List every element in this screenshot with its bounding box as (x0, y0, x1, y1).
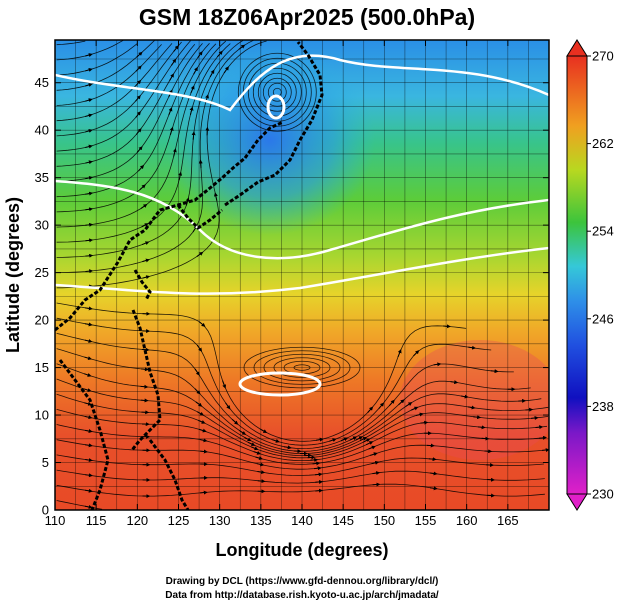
x-tick-label: 130 (209, 513, 231, 528)
colorbar-bottom-arrow (566, 493, 588, 511)
y-tick-label: 35 (35, 170, 49, 185)
y-tick-label: 45 (35, 75, 49, 90)
colorbar-tick-label: 270 (592, 49, 614, 64)
y-tick-label: 20 (35, 313, 49, 328)
x-tick-label: 165 (497, 513, 519, 528)
x-tick-label: 150 (373, 513, 395, 528)
x-axis-label: Longitude (degrees) (215, 540, 388, 560)
colorbar-tick-label: 238 (592, 399, 614, 414)
x-tick-label: 120 (126, 513, 148, 528)
colorbar-scale (566, 55, 588, 495)
x-tick-label: 145 (332, 513, 354, 528)
credit-data: Data from http://database.rish.kyoto-u.a… (165, 590, 439, 601)
y-tick-label: 15 (35, 360, 49, 375)
y-tick-label: 25 (35, 265, 49, 280)
cold-low-core (165, 45, 375, 235)
y-tick-label: 10 (35, 408, 49, 423)
x-axis-ticks: 110 115 120 125 130 135 140 145 150 155 160 165 (45, 40, 519, 528)
colorbar-top-arrow (566, 39, 588, 57)
chart-title: GSM 18Z06Apr2025 (500.0hPa) (139, 4, 475, 30)
colorbar-tick-label: 262 (592, 136, 614, 151)
y-tick-label: 30 (35, 218, 49, 233)
y-axis-label: Latitude (degrees) (3, 197, 23, 353)
colorbar-tick-label: 254 (592, 224, 614, 239)
x-tick-label: 135 (250, 513, 272, 528)
y-axis-ticks: 0 5 10 15 20 25 30 35 40 45 (35, 75, 549, 518)
x-tick-label: 160 (456, 513, 478, 528)
warm-patch (400, 340, 549, 460)
map-plot-area (55, 40, 549, 510)
contour-lines (55, 54, 549, 397)
colorbar-tick-label: 230 (592, 487, 614, 502)
colorbar-tick-label: 246 (592, 311, 614, 326)
credit-drawing: Drawing by DCL (https://www.gfd-dennou.o… (166, 576, 439, 587)
y-tick-label: 40 (35, 123, 49, 138)
colorbar: 230 238 246 254 262 270 (566, 39, 614, 511)
y-tick-label: 5 (42, 455, 49, 470)
x-tick-label: 125 (168, 513, 190, 528)
y-tick-label: 0 (42, 503, 49, 518)
x-tick-label: 140 (291, 513, 313, 528)
x-tick-label: 115 (86, 513, 107, 528)
x-tick-label: 155 (415, 513, 437, 528)
x-tick-label: 110 (45, 513, 66, 528)
colorbar-ticks: 230 238 246 254 262 270 (587, 49, 614, 502)
coastlines (55, 41, 324, 510)
